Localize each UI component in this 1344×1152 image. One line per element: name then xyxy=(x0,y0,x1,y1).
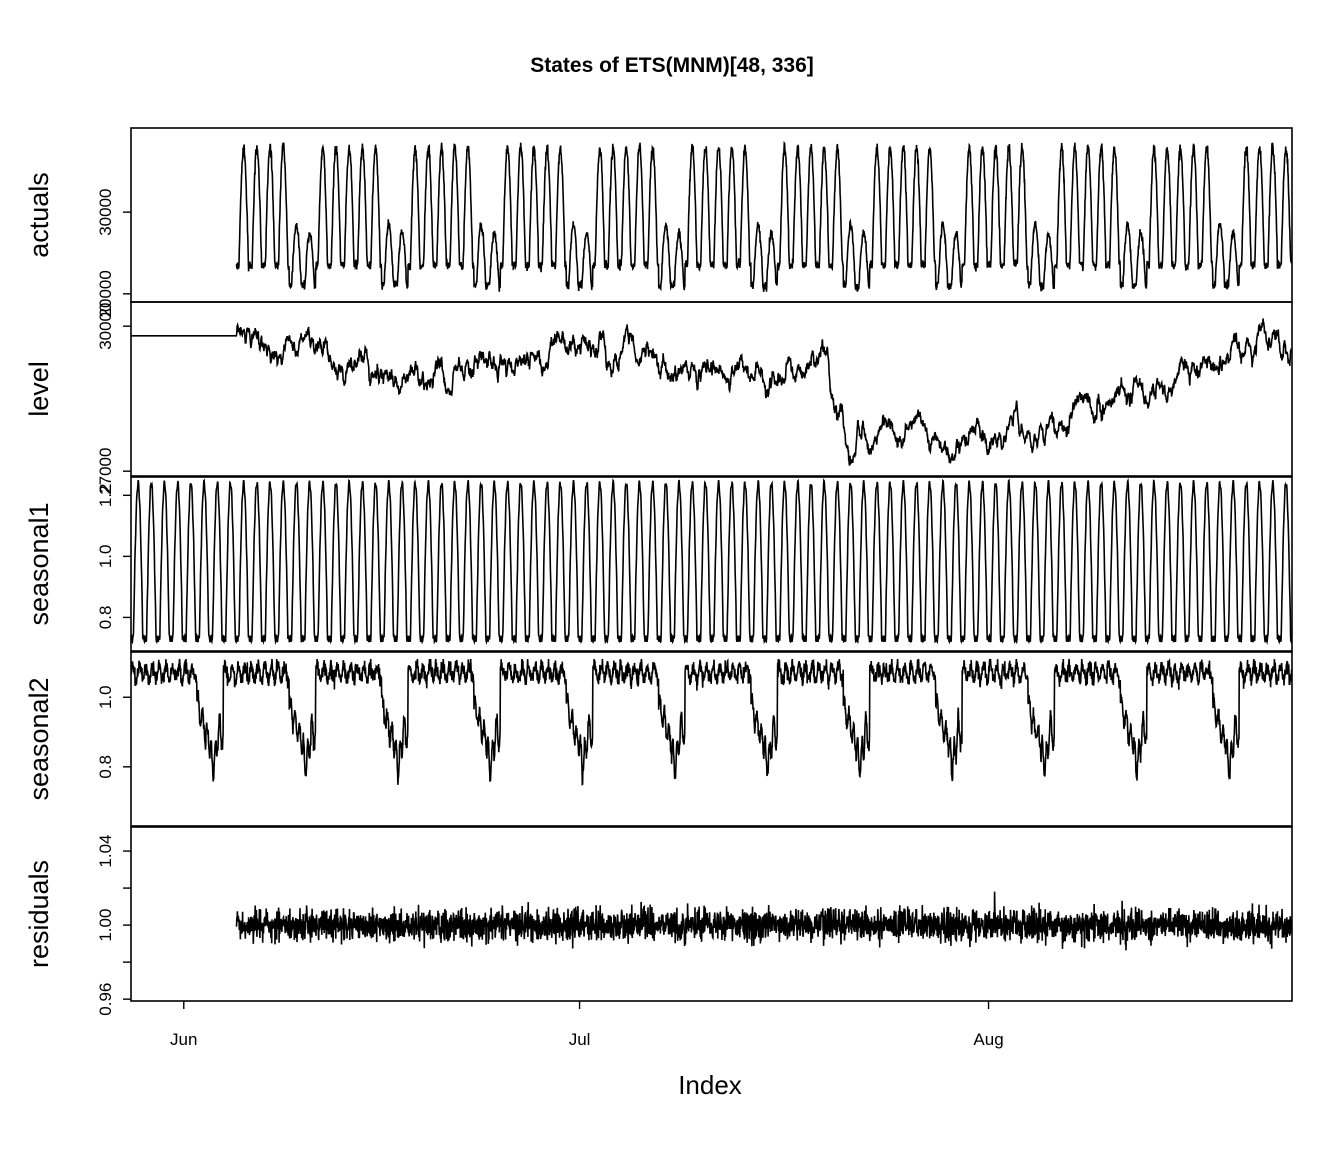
y-axis-label-level: level xyxy=(24,361,54,417)
y-tick-label: 27000 xyxy=(96,448,115,495)
series-line-seasonal2 xyxy=(130,658,1293,786)
y-axis-label-seasonal1: seasonal1 xyxy=(24,502,54,625)
y-tick-label: 1.0 xyxy=(96,685,115,709)
panel-frame xyxy=(130,301,1293,477)
y-tick-label: 1.04 xyxy=(96,835,115,868)
y-tick-label: 0.8 xyxy=(96,606,115,630)
panel-seasonal2: 0.8 1.0 seasonal2 xyxy=(24,651,1293,827)
y-tick-label: 30000 xyxy=(96,303,115,350)
y-tick-label: 0.8 xyxy=(96,755,115,779)
y-axis-label-actuals: actuals xyxy=(24,172,54,258)
x-tick-label: Jul xyxy=(569,1030,591,1049)
x-axis: Jun Jul Aug xyxy=(170,1001,1004,1049)
chart-title: States of ETS(MNM)[48, 336] xyxy=(530,54,814,77)
series-line-seasonal1 xyxy=(130,477,1293,645)
y-tick-label: 20000 xyxy=(96,270,115,317)
panel-seasonal1: 0.8 1.0 1.2 seasonal1 xyxy=(24,476,1293,652)
x-axis-label: Index xyxy=(678,1070,742,1100)
x-tick-label: Jun xyxy=(170,1030,197,1049)
y-tick-label: 1.00 xyxy=(96,909,115,942)
y-axis-label-seasonal2: seasonal2 xyxy=(24,677,54,800)
panel-residuals: 0.96 1.00 1.04 residuals xyxy=(24,826,1293,1016)
y-tick-label: 1.0 xyxy=(96,545,115,569)
series-line-residuals xyxy=(235,891,1293,951)
panel-level: 27000 30000 level xyxy=(24,301,1293,495)
y-tick-label: 0.96 xyxy=(96,983,115,1016)
y-tick-label: 1.2 xyxy=(96,483,115,507)
panel-frame xyxy=(130,826,1293,1002)
y-tick-label: 30000 xyxy=(96,189,115,236)
y-axis-label-residuals: residuals xyxy=(24,860,54,968)
x-tick-label: Aug xyxy=(973,1030,1003,1049)
panels: 2000030000actuals2700030000level0.81.01.… xyxy=(24,127,1293,1016)
panel-frame xyxy=(130,651,1293,827)
series-line-actuals xyxy=(235,140,1293,292)
series-line-level xyxy=(131,318,1293,466)
panel-actuals: 20000 30000 actuals xyxy=(24,127,1293,317)
panel-frame xyxy=(130,476,1293,652)
